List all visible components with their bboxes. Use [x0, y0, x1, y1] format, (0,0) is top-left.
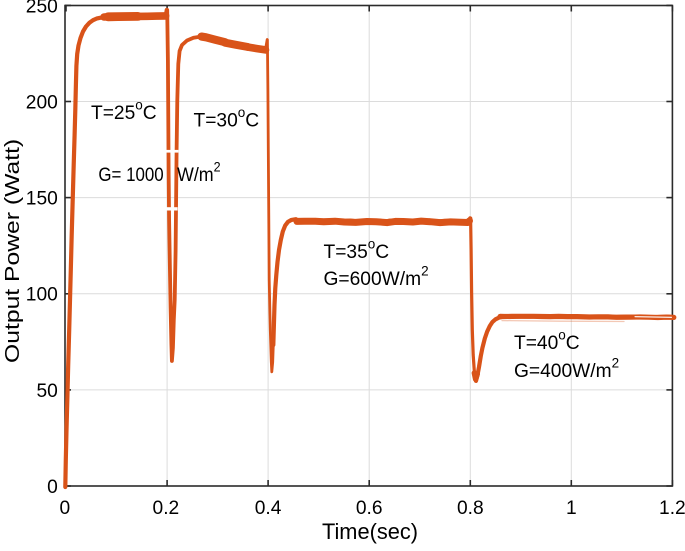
- svg-text:Time(sec): Time(sec): [322, 519, 418, 544]
- svg-text:1.2: 1.2: [659, 498, 685, 519]
- svg-text:T=30oC: T=30oC: [194, 105, 260, 132]
- svg-text:T=25oC: T=25oC: [91, 97, 157, 124]
- svg-text:200: 200: [26, 92, 58, 113]
- svg-text:T=35oC: T=35oC: [324, 237, 390, 264]
- svg-text:0.4: 0.4: [255, 498, 282, 519]
- svg-text:150: 150: [26, 189, 58, 210]
- svg-text:W/m2: W/m2: [177, 159, 221, 185]
- svg-text:G= 1000: G= 1000: [98, 164, 163, 185]
- svg-text:T=40oC: T=40oC: [514, 327, 580, 354]
- svg-text:100: 100: [26, 285, 58, 306]
- svg-text:G=600W/m2: G=600W/m2: [324, 264, 429, 291]
- svg-text:1: 1: [566, 498, 577, 519]
- svg-text:0: 0: [47, 477, 58, 498]
- svg-text:Output Power (Watt): Output Power (Watt): [1, 139, 23, 363]
- svg-text:0.6: 0.6: [356, 498, 383, 519]
- svg-text:0.8: 0.8: [457, 498, 484, 519]
- svg-text:0: 0: [59, 498, 70, 519]
- svg-text:50: 50: [36, 381, 57, 402]
- svg-text:G=400W/m2: G=400W/m2: [514, 356, 619, 383]
- svg-text:0.2: 0.2: [153, 498, 180, 519]
- svg-text:250: 250: [26, 0, 58, 17]
